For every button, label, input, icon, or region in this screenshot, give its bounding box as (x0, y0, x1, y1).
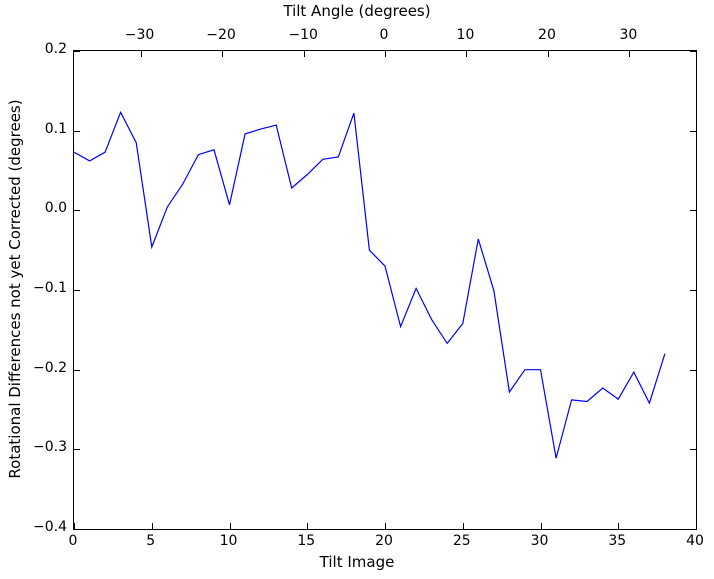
top-tick-label: −10 (288, 27, 318, 43)
top-tick-label: 10 (456, 27, 475, 43)
y-tick-label: −0.1 (33, 280, 67, 296)
y-tick-label: −0.3 (33, 439, 67, 456)
x-tick-label: 35 (608, 533, 627, 549)
top-axis-title: Tilt Angle (degrees) (283, 2, 431, 20)
x-tick-label: 25 (452, 533, 471, 549)
top-tick-label: −30 (124, 27, 155, 43)
top-tick-label: 30 (619, 27, 638, 43)
x-tick-label: 0 (68, 533, 78, 549)
y-tick-label: 0.2 (44, 41, 67, 57)
y-tick-label: −0.2 (33, 359, 67, 376)
x-axis-title: Tilt Image (319, 553, 395, 571)
top-tick-label: −20 (206, 27, 236, 43)
plot-box (73, 50, 697, 530)
y-tick-label: 0.0 (44, 200, 67, 217)
plot-area (74, 51, 696, 529)
y-tick-label: −0.4 (33, 519, 67, 535)
x-tick-label: 5 (146, 533, 156, 549)
plot-line-rotational-differences (74, 110, 666, 459)
top-tick-label: 0 (379, 27, 389, 43)
top-tick-label: 20 (538, 27, 556, 43)
x-tick-label: 10 (219, 533, 238, 549)
x-tick-label: 30 (530, 533, 549, 549)
y-tick-label: 0.1 (44, 120, 67, 137)
x-tick-label: 15 (297, 533, 316, 549)
x-tick-label: 40 (686, 533, 704, 549)
x-tick-label: 20 (375, 533, 393, 549)
